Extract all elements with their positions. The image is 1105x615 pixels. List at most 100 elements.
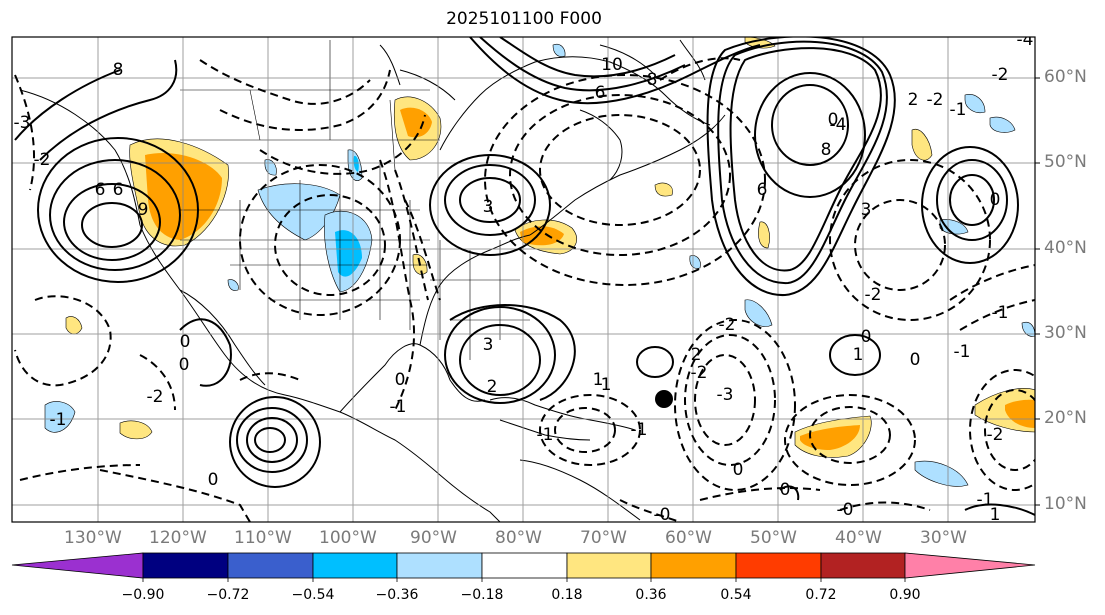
- contour-label: 9: [138, 200, 149, 220]
- colorbar-tick-label: 0.18: [551, 587, 583, 603]
- contour-label: 6: [113, 180, 124, 200]
- negative-contours: [14, 57, 1035, 522]
- colorbar-tick-label: 0.90: [889, 587, 921, 603]
- colorbar-tick-label: −0.18: [460, 587, 504, 603]
- contour-label: -1: [977, 490, 994, 510]
- lon-label: 50°W: [750, 528, 797, 548]
- colorbar-tick-label: −0.90: [121, 587, 165, 603]
- contour-label: -3: [14, 113, 31, 133]
- contour-labels: 8 6 -3 -2 6 9 -1 3 0 -2 -1 0 2 3 10 8 6 …: [14, 30, 1034, 525]
- lon-label: 80°W: [495, 528, 542, 548]
- contour-label: 0: [780, 480, 791, 500]
- contour-label: -1: [50, 410, 67, 430]
- contour-label: -1: [631, 420, 648, 440]
- contour-label: 0: [861, 327, 872, 347]
- contour-label: 1: [853, 345, 864, 365]
- colorbar-segment: [904, 552, 1036, 579]
- lon-label: 90°W: [410, 528, 457, 548]
- contour-label: -2: [987, 425, 1004, 445]
- contour-label: -2: [865, 285, 882, 305]
- contour-label: 3: [483, 197, 494, 217]
- colorbar-tick-label: 0.36: [635, 587, 667, 603]
- contour-label: -4: [830, 115, 847, 135]
- plot-frame: [11, 36, 1036, 523]
- contour-label: 2: [908, 90, 919, 110]
- colorbar-tick-label: −0.54: [291, 587, 335, 603]
- contour-label: 8: [113, 60, 124, 80]
- contour-label: 0: [828, 110, 839, 130]
- contour-label: -2: [927, 90, 944, 110]
- contour-label: 1: [593, 370, 604, 390]
- contour-label: 0: [395, 370, 406, 390]
- colorbar-segment: [142, 552, 229, 579]
- contour-label: 0: [208, 470, 219, 490]
- contour-label: 6: [95, 180, 106, 200]
- lon-label: 40°W: [835, 528, 882, 548]
- contour-label: 0: [910, 350, 921, 370]
- contour-label: -2: [691, 363, 708, 383]
- colorbar-tick-label: 0.72: [805, 587, 837, 603]
- colorbar-segment: [566, 552, 652, 579]
- contour-label: -4: [1017, 30, 1034, 50]
- gridlines: [12, 37, 1035, 522]
- lat-label: 40°N: [1044, 238, 1087, 258]
- lat-label: 50°N: [1044, 152, 1087, 172]
- contour-label: -1: [390, 397, 407, 417]
- lat-label: 20°N: [1044, 408, 1087, 428]
- contour-label: 1: [601, 375, 612, 395]
- lon-label: 110°W: [234, 528, 292, 548]
- colorbar-tick-label: 0.54: [720, 587, 752, 603]
- colorbar-segment: [481, 552, 568, 579]
- colorbar-segment: [227, 552, 314, 579]
- contour-label: 6: [595, 83, 606, 103]
- colorbar-segment: [312, 552, 398, 579]
- contour-label: -2: [147, 387, 164, 407]
- contour-label: 0: [180, 332, 191, 352]
- colorbar: [11, 552, 1036, 582]
- contour-label: -1: [537, 425, 554, 445]
- axis-ticks: [1035, 77, 1040, 506]
- lon-label: 70°W: [580, 528, 627, 548]
- lon-label: 100°W: [319, 528, 377, 548]
- contour-label: -0: [837, 500, 854, 520]
- contour-label: -3: [717, 385, 734, 405]
- contour-label: -2: [719, 315, 736, 335]
- contour-label: 2: [487, 377, 498, 397]
- colorbar-tick-label: −0.36: [375, 587, 419, 603]
- storm-center-marker: [655, 390, 673, 408]
- lat-label: 60°N: [1044, 67, 1087, 87]
- contour-label: 3: [483, 335, 494, 355]
- contour-label: 2: [691, 345, 702, 365]
- lon-label: 30°W: [920, 528, 967, 548]
- contour-label: 1: [990, 505, 1001, 525]
- lat-label: 10°N: [1044, 494, 1087, 514]
- colorbar-segment: [396, 552, 483, 579]
- lat-label: 30°N: [1044, 323, 1087, 343]
- contour-label: -1: [992, 303, 1009, 323]
- colorbar-segment: [735, 552, 822, 579]
- contour-label: -1: [950, 100, 967, 120]
- colorbar-segment: [11, 552, 144, 579]
- contour-label: 3: [861, 200, 872, 220]
- map-title: 2025101100 F000: [446, 9, 602, 29]
- contour-label: 10: [601, 55, 623, 75]
- contour-label: 0: [733, 460, 744, 480]
- lon-label: 120°W: [149, 528, 207, 548]
- contour-label: 8: [647, 70, 658, 90]
- colorbar-segment: [650, 552, 737, 579]
- contour-label: 0: [179, 355, 190, 375]
- contour-label: 0: [990, 190, 1001, 210]
- contour-label: -1: [954, 342, 971, 362]
- contour-label: 6: [757, 180, 768, 200]
- positive-contours: [14, 37, 1035, 516]
- colorbar-segment: [820, 552, 906, 579]
- contour-label: -2: [34, 150, 51, 170]
- lon-label: 130°W: [64, 528, 122, 548]
- lon-label: 60°W: [665, 528, 712, 548]
- contour-label: -0: [654, 505, 671, 525]
- contour-label: -2: [992, 65, 1009, 85]
- plot-area: 8 6 -3 -2 6 9 -1 3 0 -2 -1 0 2 3 10 8 6 …: [12, 30, 1035, 525]
- contour-label: 8: [821, 140, 832, 160]
- colorbar-tick-label: −0.72: [206, 587, 250, 603]
